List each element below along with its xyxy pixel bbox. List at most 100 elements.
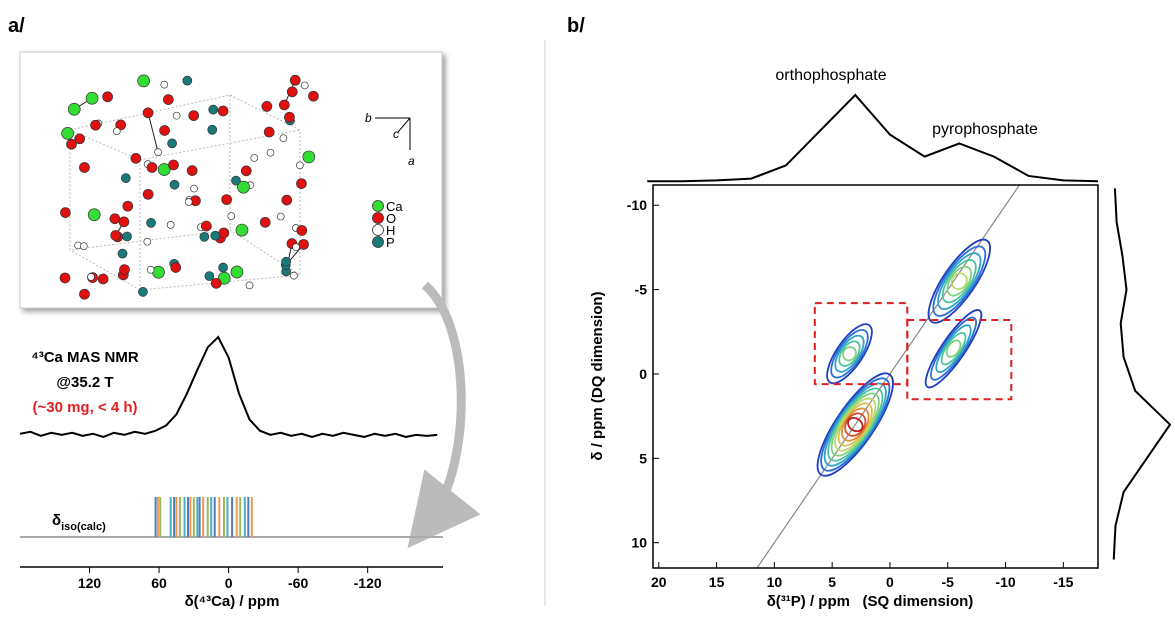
atom: [204, 271, 215, 281]
atom: [308, 90, 319, 102]
atom: [170, 262, 182, 273]
panel-label: a/: [8, 15, 25, 37]
atom: [122, 200, 134, 212]
atom: [190, 184, 198, 193]
calc-label-sub: iso(calc): [61, 521, 106, 533]
x-tick-label: 10: [767, 574, 783, 590]
atom: [160, 80, 169, 89]
atom: [142, 188, 154, 200]
atom: [290, 271, 298, 280]
atom: [302, 150, 316, 164]
calc-label-main: δ: [52, 512, 61, 529]
x-tick-label: -5: [942, 574, 955, 590]
contour: [945, 339, 962, 358]
atom: [130, 153, 142, 164]
y-tick-label: -10: [627, 197, 647, 213]
atom: [266, 148, 275, 157]
atom: [199, 231, 210, 242]
atom: [163, 94, 174, 105]
atom: [157, 163, 171, 176]
contour: [932, 245, 987, 317]
atom: [289, 74, 301, 86]
atom: [286, 86, 298, 98]
atom: [112, 127, 121, 136]
contour: [830, 329, 869, 379]
atom: [188, 110, 200, 121]
atom: [110, 230, 122, 241]
atom: [166, 221, 175, 229]
atom: [200, 220, 212, 232]
atom: [278, 99, 290, 111]
atom: [117, 248, 128, 259]
atom: [281, 256, 291, 267]
atom: [276, 212, 285, 221]
atom: [90, 119, 101, 131]
atom: [263, 126, 275, 138]
legend-label: Ca: [386, 199, 403, 214]
legend-marker: [372, 236, 384, 248]
atom: [97, 273, 109, 285]
atom: [217, 105, 229, 117]
x-tick-label: -120: [354, 575, 382, 591]
atom: [142, 107, 154, 119]
atom: [279, 134, 288, 143]
atom: [87, 272, 95, 281]
contour: [924, 309, 983, 389]
annotation: pyrophosphate: [932, 121, 1038, 138]
x-tick-label: 0: [886, 574, 894, 590]
atom: [79, 242, 88, 251]
atom: [115, 119, 127, 131]
contour: [841, 407, 870, 442]
atom: [146, 162, 158, 173]
atom: [152, 265, 165, 279]
contour: [941, 259, 977, 304]
atom: [296, 178, 307, 189]
legend-marker: [372, 224, 384, 236]
contour: [842, 346, 857, 362]
atom: [168, 159, 179, 171]
x-tick-label: 0: [225, 575, 233, 591]
atom: [217, 271, 231, 285]
atom: [218, 262, 228, 273]
atom: [85, 91, 99, 105]
contour: [830, 392, 880, 457]
contour: [940, 331, 967, 366]
x-tick-label: 60: [151, 575, 167, 591]
contour: [935, 324, 972, 373]
contour: [930, 316, 977, 381]
contour: [937, 252, 982, 311]
atom: [138, 287, 148, 297]
y-tick-label: -5: [635, 282, 648, 298]
atom: [143, 237, 152, 246]
atom: [79, 162, 90, 173]
x-tick-label: -60: [288, 575, 308, 591]
atom: [61, 127, 74, 140]
atom: [292, 243, 300, 252]
atom: [210, 230, 221, 241]
atom: [154, 148, 162, 156]
frame: [652, 184, 1099, 569]
atom: [296, 225, 308, 236]
atom: [221, 194, 232, 205]
legend-label: O: [386, 211, 396, 226]
atom: [208, 104, 219, 115]
contour: [834, 397, 877, 452]
plot-area: [756, 185, 1020, 568]
atom: [137, 74, 150, 88]
panel-label: b/: [567, 15, 585, 37]
contour: [847, 417, 864, 433]
contour: [950, 272, 968, 290]
atom: [67, 102, 81, 116]
atom: [284, 111, 295, 123]
atom: [172, 111, 181, 120]
atom: [146, 218, 156, 228]
structure-box: [19, 51, 443, 309]
legend-marker: [372, 212, 384, 224]
atom: [60, 207, 71, 218]
atom: [296, 161, 304, 170]
arrow: [407, 281, 481, 549]
contour: [844, 412, 867, 437]
atom: [182, 75, 193, 86]
atom: [186, 165, 198, 176]
